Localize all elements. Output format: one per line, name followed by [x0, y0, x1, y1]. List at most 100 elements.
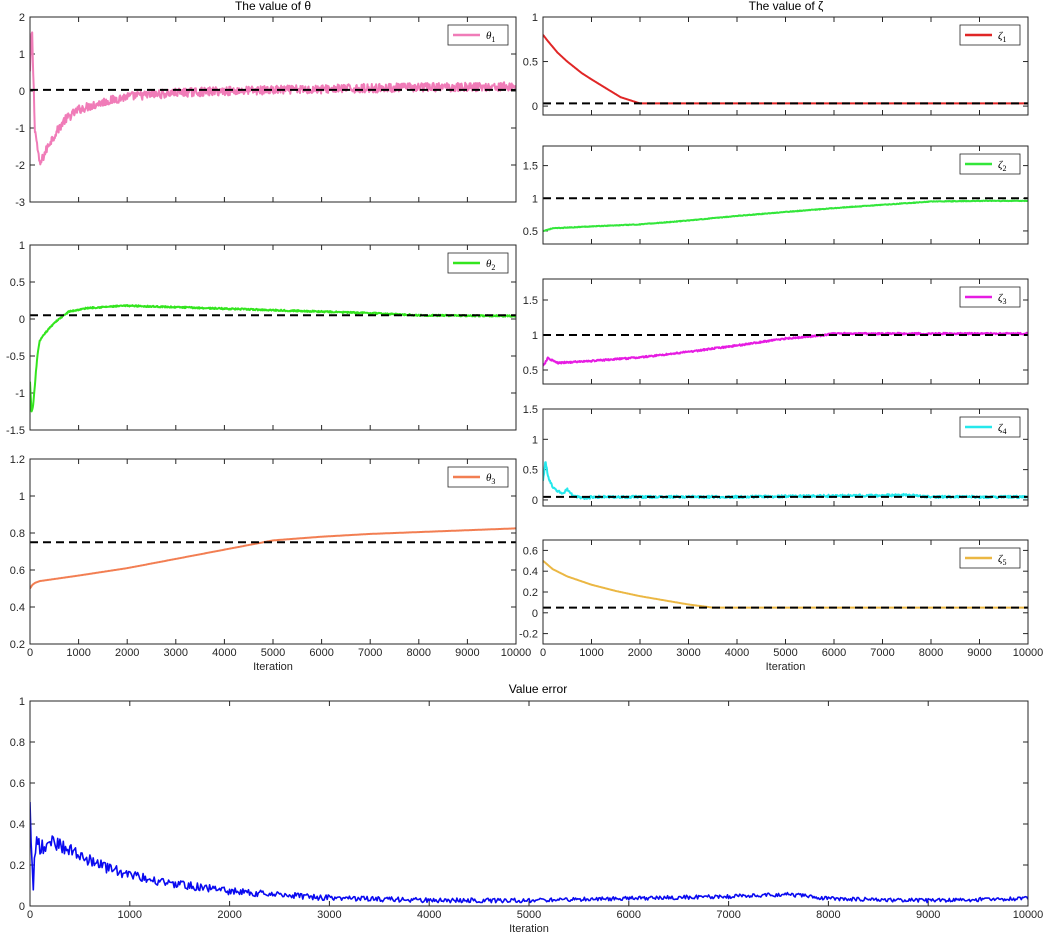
y-tick-label: 0 [19, 314, 25, 326]
x-tick-label: 7000 [870, 647, 894, 659]
subplot-zeta2: 0.5 1 1.5 ζ2 [523, 145, 1029, 245]
error-plot-title: Value error [509, 682, 567, 696]
legend-zeta2: ζ2 [959, 153, 1021, 175]
y-tick-label: 0.5 [523, 365, 538, 377]
legend-label: ζ2 [998, 159, 1006, 173]
y-tick-label: 1 [532, 193, 538, 205]
x-tick-label: 8000 [816, 909, 840, 921]
x-tick-label: 6000 [617, 909, 641, 921]
x-tick-label: 1000 [66, 647, 90, 659]
x-tick-label: 5000 [261, 647, 285, 659]
y-tick-label: 0.4 [523, 566, 538, 578]
y-tick-label: 0 [19, 86, 25, 98]
x-tick-label: 4000 [725, 647, 749, 659]
x-axis-label: Iteration [253, 661, 293, 673]
theta-column-title: The value of θ [235, 0, 311, 13]
legend-zeta5: ζ5 [959, 547, 1021, 569]
y-tick-label: -3 [15, 197, 25, 209]
series-line-theta3 [30, 527, 516, 590]
series-line-theta1 [30, 31, 516, 166]
y-tick-label: 0.8 [10, 737, 25, 749]
x-tick-label: 3000 [317, 909, 341, 921]
axes-box [542, 408, 1029, 507]
y-tick-label: -0.2 [519, 629, 538, 641]
x-axis-label: Iteration [509, 923, 549, 935]
series-line-zeta1 [543, 34, 1028, 105]
x-tick-label: 0 [27, 909, 33, 921]
axes-box [29, 700, 1029, 907]
subplot-zeta3: 0.5 1 1.5 ζ3 [523, 278, 1029, 385]
legend-label: θ1 [486, 30, 495, 44]
x-tick-label: 2000 [115, 647, 139, 659]
x-tick-label: 9000 [967, 647, 991, 659]
legend-label: ζ3 [998, 292, 1006, 306]
series-line-zeta5 [543, 560, 1028, 609]
x-tick-label: 3000 [676, 647, 700, 659]
axes-box [29, 244, 517, 431]
legend-label: θ2 [486, 258, 495, 272]
axes-box [29, 458, 517, 645]
y-tick-label: 0 [532, 608, 538, 620]
x-tick-label: 10000 [1013, 909, 1044, 921]
y-tick-label: 0.8 [10, 528, 25, 540]
y-tick-label: 1 [19, 696, 25, 708]
x-tick-label: 5000 [773, 647, 797, 659]
x-tick-label: 3000 [164, 647, 188, 659]
y-tick-label: 0.6 [10, 565, 25, 577]
y-tick-label: 1.2 [10, 454, 25, 466]
legend-theta3: θ3 [447, 466, 509, 488]
x-tick-label: 4000 [417, 909, 441, 921]
axes-box [542, 16, 1029, 116]
x-tick-label: 1000 [118, 909, 142, 921]
y-tick-label: -1.5 [6, 425, 25, 437]
series-line-zeta3 [543, 331, 1028, 367]
y-tick-label: 1 [532, 330, 538, 342]
axes-box [542, 278, 1029, 385]
subplot-theta2: -1.5 -1 -0.5 0 0.5 1 θ2 [6, 240, 517, 437]
zeta-column-title: The value of ζ [749, 0, 824, 13]
y-tick-label: 0.2 [10, 639, 25, 651]
y-tick-label: -1 [15, 388, 25, 400]
legend-theta1: θ1 [447, 24, 509, 46]
axes-box [29, 16, 517, 203]
y-tick-label: 0.5 [523, 57, 538, 69]
legend-zeta1: ζ1 [959, 24, 1021, 46]
axes-box [542, 539, 1029, 645]
x-tick-label: 2000 [628, 647, 652, 659]
series-line-zeta2 [543, 199, 1028, 232]
y-tick-label: 1 [19, 49, 25, 61]
series-line-error [30, 801, 1028, 904]
y-tick-label: 1.5 [523, 295, 538, 307]
y-tick-label: -2 [15, 160, 25, 172]
subplot-zeta5: 0 1000 2000 3000 4000 5000 6000 7000 8000 9000 100… [519, 539, 1044, 673]
x-tick-label: 4000 [212, 647, 236, 659]
x-tick-label: 10000 [501, 647, 532, 659]
y-tick-label: 0.2 [10, 860, 25, 872]
y-tick-label: 1 [532, 434, 538, 446]
y-tick-label: 2 [19, 12, 25, 24]
x-axis-label: Iteration [766, 661, 806, 673]
y-tick-label: -0.5 [6, 351, 25, 363]
legend-zeta4: ζ4 [959, 416, 1021, 438]
x-tick-label: 10000 [1013, 647, 1044, 659]
y-tick-label: 0 [532, 101, 538, 113]
legend-label: ζ1 [998, 30, 1006, 44]
x-tick-label: 5000 [517, 909, 541, 921]
legend-label: ζ5 [998, 553, 1006, 567]
x-tick-label: 0 [540, 647, 546, 659]
y-tick-label: 0.4 [10, 602, 25, 614]
y-tick-label: 1.5 [523, 404, 538, 416]
y-tick-label: 0.6 [10, 778, 25, 790]
subplot-error: 0 1000 2000 3000 4000 5000 6000 7000 8000 9000 100… [10, 696, 1044, 935]
y-tick-label: 1.5 [523, 161, 538, 173]
subplot-theta3: 0 1000 2000 3000 4000 5000 6000 7000 8000 9000 100… [10, 454, 532, 673]
subplot-zeta1: 0 0.5 1 ζ1 [523, 12, 1029, 116]
y-tick-label: 0.2 [523, 587, 538, 599]
y-tick-label: 0 [532, 495, 538, 507]
y-tick-label: 0.5 [10, 277, 25, 289]
series-line-theta2 [30, 304, 516, 413]
y-tick-label: 0.4 [10, 819, 25, 831]
legend-label: ζ4 [998, 422, 1006, 436]
